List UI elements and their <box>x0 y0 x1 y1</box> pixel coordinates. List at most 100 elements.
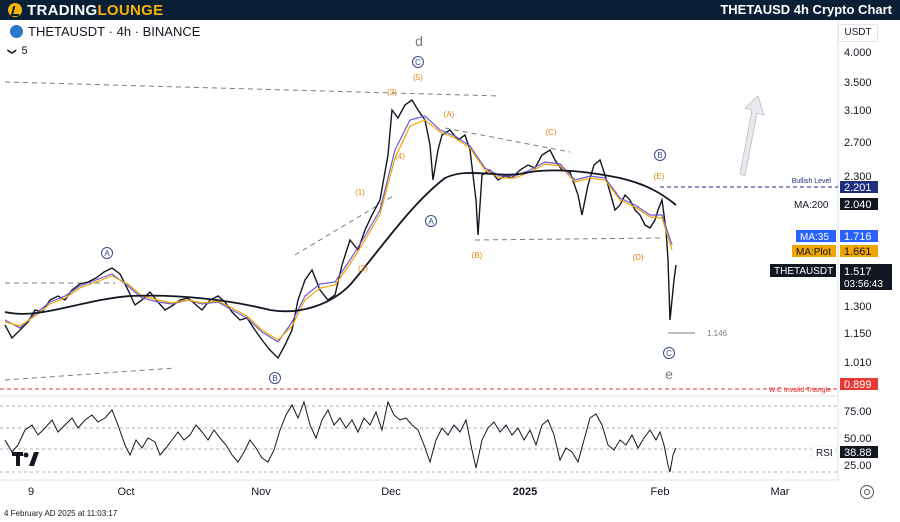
invalid-level-label: W.C Invalid Triangle <box>769 387 831 394</box>
low-price-label: 1.146 <box>707 329 728 338</box>
symbol-label: THETAUSDT <box>774 266 833 277</box>
wave-circle-a-left-text: A <box>104 249 110 258</box>
wave-circle-c-top <box>412 56 424 68</box>
maplot-label: MA:Plot <box>796 247 831 258</box>
price-tick-2300: 2.300 <box>844 171 872 183</box>
wave-circle-a-mid-text: A <box>428 217 434 226</box>
rsi-label: RSI <box>816 448 833 459</box>
time-label-oct: Oct <box>117 486 134 498</box>
price-tick-3100: 3.100 <box>844 105 872 117</box>
ma200-line <box>4 169 677 315</box>
trendline-lower <box>4 367 176 381</box>
price-tick-1010: 1.010 <box>844 357 872 369</box>
wave-circle-c-bottom <box>663 347 675 359</box>
invalid-level-value: 0.899 <box>844 379 872 391</box>
wave-circle-c-top-text: C <box>415 58 421 67</box>
last-price-badge <box>840 264 892 290</box>
price-tick-1300: 1.300 <box>844 301 872 313</box>
trendline-wave-channel <box>294 194 396 256</box>
price-series <box>4 98 677 360</box>
wave-circle-b-left <box>269 372 281 384</box>
tradingview-logo-icon <box>12 452 39 466</box>
rsi-tick-25: 25.00 <box>844 460 872 472</box>
time-label-nov: Nov <box>251 486 271 498</box>
time-label-feb: Feb <box>651 486 670 498</box>
price-tick-3500: 3.500 <box>844 77 872 89</box>
ma200-label-box <box>790 198 836 210</box>
maplot-value: 1.661 <box>844 246 872 258</box>
price-tick-2700: 2.700 <box>844 137 872 149</box>
wave-label-c: (C) <box>545 128 556 137</box>
wave-circle-a-left <box>101 247 113 259</box>
trendline-bd <box>474 237 661 241</box>
ma200-label: MA:200 <box>794 200 829 211</box>
symbol-name: THETAUSDT <box>28 24 106 39</box>
ma200-badge <box>840 198 878 210</box>
bullish-arrow-icon <box>739 95 765 177</box>
symbol-separator: · <box>105 24 117 39</box>
wave-circle-b-right-text: B <box>657 151 662 160</box>
trendline-ace <box>444 127 571 153</box>
invalid-level-badge <box>840 378 878 390</box>
wave-label-e: e <box>665 366 673 382</box>
wave-label-3: (3) <box>387 88 397 97</box>
rsi-tick-50: 50.00 <box>844 433 872 445</box>
symbol-interval: 4h <box>116 24 132 39</box>
coin-icon <box>10 25 23 38</box>
brand-header: TRADING LOUNGE THETAUSD 4h Crypto Chart <box>0 0 900 20</box>
symbol-info[interactable]: THETAUSDT · 4h · BINANCE <box>10 24 200 39</box>
wave-label-2: (2) <box>358 264 368 273</box>
symbol-exchange: BINANCE <box>142 24 201 39</box>
wave-circle-b-left-text: B <box>272 374 277 383</box>
countdown-value: 03:56:43 <box>844 279 883 290</box>
rsi-label-box <box>811 445 837 459</box>
brand-name-part2: LOUNGE <box>97 1 164 19</box>
price-tick-1150: 1.150 <box>844 328 872 340</box>
indicator-count: 5 <box>21 45 28 57</box>
wave-circle-a-mid <box>425 215 437 227</box>
wave-label-d: d <box>415 33 423 49</box>
symbol-label-box <box>770 264 836 277</box>
time-label-dec: Dec <box>381 486 401 498</box>
time-label-2025: 2025 <box>513 486 537 498</box>
indicator-toggle[interactable]: ❯ 5 <box>7 45 28 57</box>
wave-label-dd: (D) <box>632 253 643 262</box>
brand-mark-icon <box>8 3 22 17</box>
wave-label-a: (A) <box>444 110 455 119</box>
bullish-level-label: Bullish Level <box>792 178 832 185</box>
trendline-upper <box>4 81 501 97</box>
time-label-mar: Mar <box>771 486 790 498</box>
bullish-level-badge <box>840 181 878 193</box>
wave-label-b: (B) <box>472 251 483 260</box>
rsi-series <box>4 400 677 473</box>
wave-circle-b-right <box>654 149 666 161</box>
brand-name-part1: TRADING <box>27 1 98 19</box>
last-price-value: 1.517 <box>844 266 872 278</box>
symbol-separator-2: · <box>131 24 143 39</box>
ma35-label: MA:35 <box>800 232 829 243</box>
rsi-value: 38.88 <box>844 447 872 459</box>
settings-gear-icon[interactable] <box>860 485 874 499</box>
ma35-line <box>4 115 673 343</box>
ma35-value: 1.716 <box>844 231 872 243</box>
maplot-label-box <box>792 245 836 257</box>
wave-label-ee: (E) <box>654 172 665 181</box>
ma35-badge <box>840 230 878 242</box>
wave-circle-c-bottom-text: C <box>666 349 672 358</box>
rsi-badge <box>840 446 878 458</box>
price-tick-4000: 4.000 <box>844 47 872 59</box>
maplot-line <box>4 119 673 341</box>
wave-label-5: (5) <box>413 73 423 82</box>
ma35-label-box <box>796 230 836 242</box>
wave-label-1: (1) <box>355 188 365 197</box>
snapshot-timestamp: 4 February AD 2025 at 11:03:17 <box>4 509 118 518</box>
maplot-badge <box>840 245 878 257</box>
chart-heading: THETAUSD 4h Crypto Chart <box>720 2 892 17</box>
brand-logo: TRADING LOUNGE <box>8 1 164 19</box>
rsi-tick-75: 75.00 <box>844 406 872 418</box>
bullish-level-value: 2.201 <box>844 182 872 194</box>
time-label-9: 9 <box>28 486 34 498</box>
ma200-value: 2.040 <box>844 199 872 211</box>
wave-label-4: (4) <box>395 152 405 161</box>
